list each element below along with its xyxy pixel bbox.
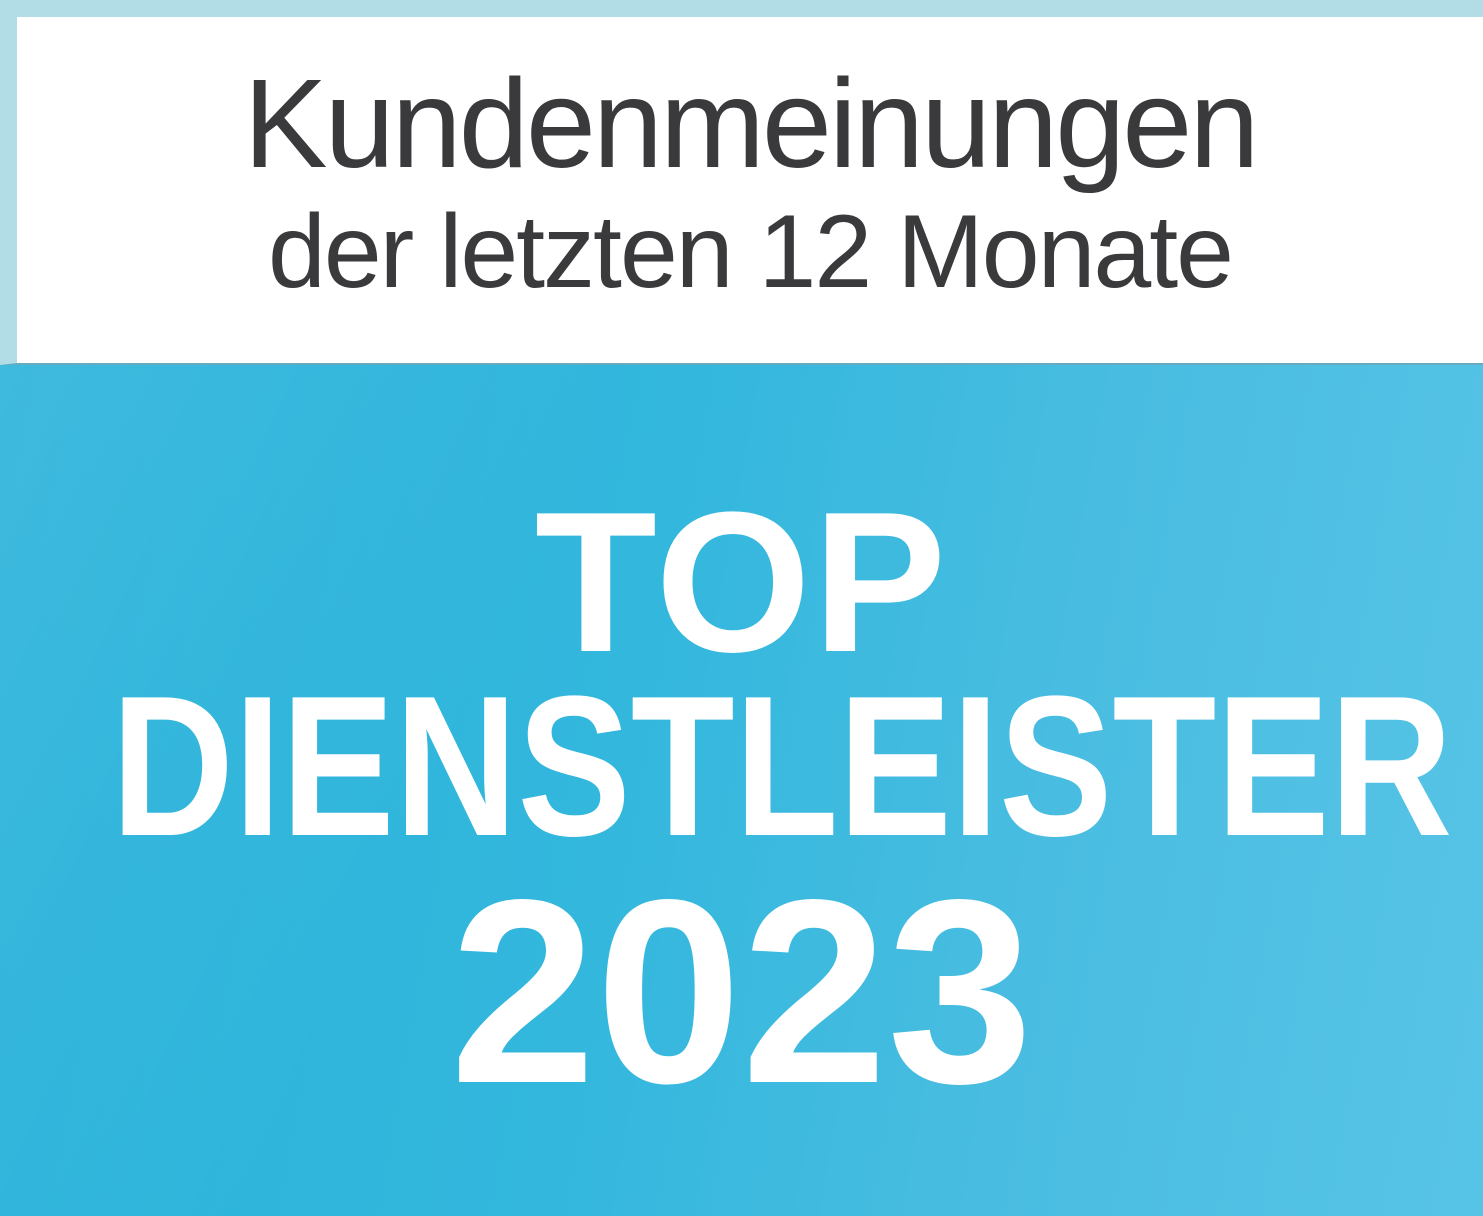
- header-panel: Kundenmeinungen der letzten 12 Monate: [0, 17, 1483, 365]
- award-year: 2023: [450, 845, 1033, 1138]
- header-subtitle: der letzten 12 Monate: [268, 194, 1234, 311]
- award-panel: TOP DIENSTLEISTER 2023: [0, 365, 1483, 1216]
- award-word-dienstleister: DIENSTLEISTER: [111, 655, 1453, 878]
- award-word-top: TOP: [534, 471, 949, 694]
- pale-blue-top-border: [0, 0, 1483, 17]
- header-title: Kundenmeinungen: [243, 53, 1260, 194]
